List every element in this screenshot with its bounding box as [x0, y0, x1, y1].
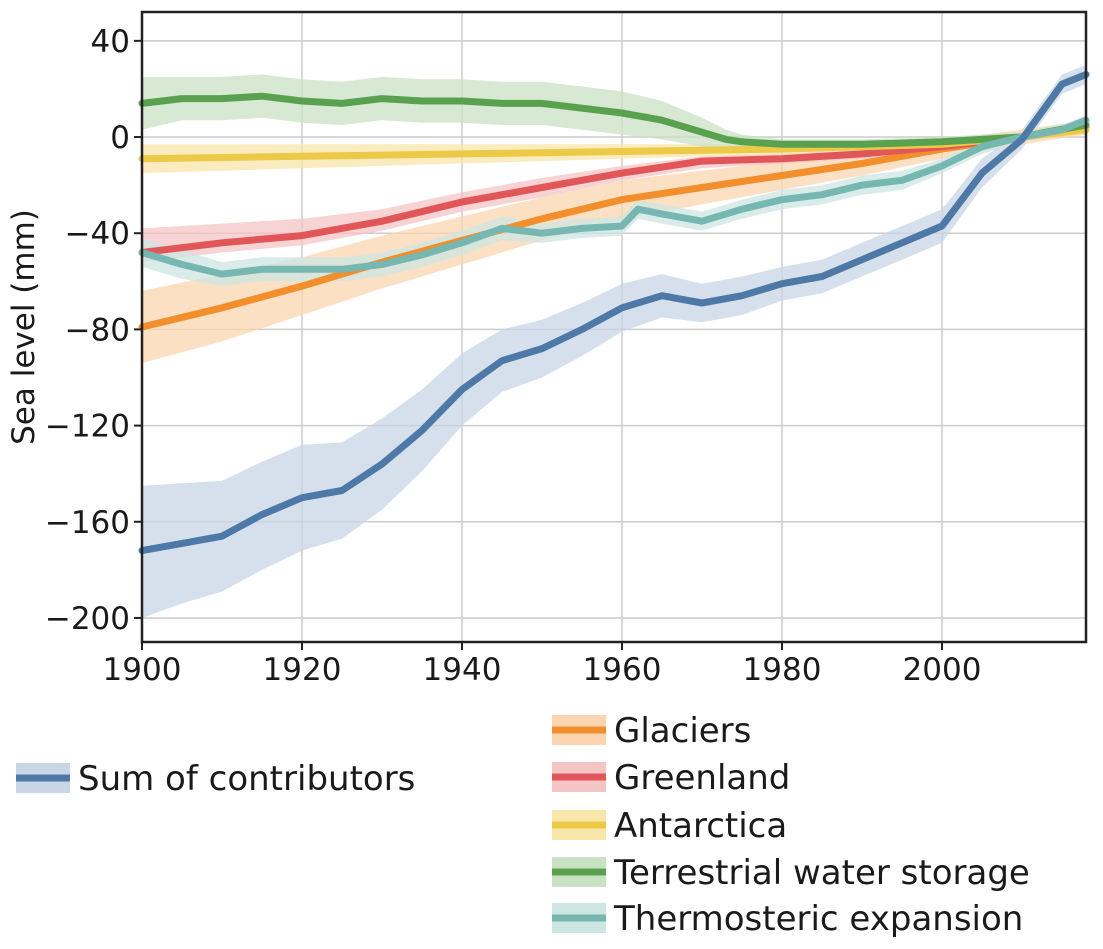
y-tick-label: −120: [45, 409, 130, 445]
line-sum-of-contributors: [138, 71, 1090, 555]
band-sum-of-contributors: [142, 64, 1086, 618]
y-tick-label: 40: [91, 24, 130, 60]
legend-label: Thermosteric expansion: [613, 899, 1023, 939]
legend-item-greenland: Greenland: [552, 758, 790, 798]
legend-item-thermosteric-expansion: Thermosteric expansion: [552, 899, 1023, 939]
axis-ticks: 1900 1920 1940 1960 1980 2000 40 0 −40 −80 −120 −16…: [45, 24, 982, 688]
legend-item-terrestrial-water-storage: Terrestrial water storage: [552, 853, 1030, 893]
x-tick-label: 2000: [903, 652, 982, 688]
plot-frame: [140, 10, 1088, 644]
legend-label: Terrestrial water storage: [613, 853, 1030, 893]
line-thermosteric-expansion: [138, 116, 1090, 278]
legend: Sum of contributors Glaciers Greenland Anta…: [16, 711, 1030, 939]
legend-item-antarctica: Antarctica: [552, 806, 787, 846]
legend-label: Sum of contributors: [78, 759, 415, 799]
legend-label: Glaciers: [614, 711, 751, 751]
legend-label: Greenland: [614, 758, 790, 798]
x-tick-label: 1980: [743, 652, 822, 688]
x-tick-label: 1900: [103, 652, 182, 688]
y-tick-label: −40: [65, 216, 130, 252]
y-tick-label: 0: [110, 120, 130, 156]
legend-item-glaciers: Glaciers: [552, 711, 751, 751]
y-tick-label: −80: [65, 312, 130, 348]
y-tick-label: −200: [45, 601, 130, 637]
x-tick-label: 1940: [423, 652, 502, 688]
x-tick-label: 1960: [583, 652, 662, 688]
line-terrestrial-water-storage: [138, 92, 1090, 148]
legend-item-sum-of-contributors: Sum of contributors: [16, 759, 415, 799]
x-tick-label: 1920: [263, 652, 342, 688]
y-axis-label: Sea level (mm): [6, 209, 42, 445]
y-tick-label: −160: [45, 505, 130, 541]
legend-label: Antarctica: [614, 806, 787, 846]
series-lines: [138, 71, 1090, 555]
